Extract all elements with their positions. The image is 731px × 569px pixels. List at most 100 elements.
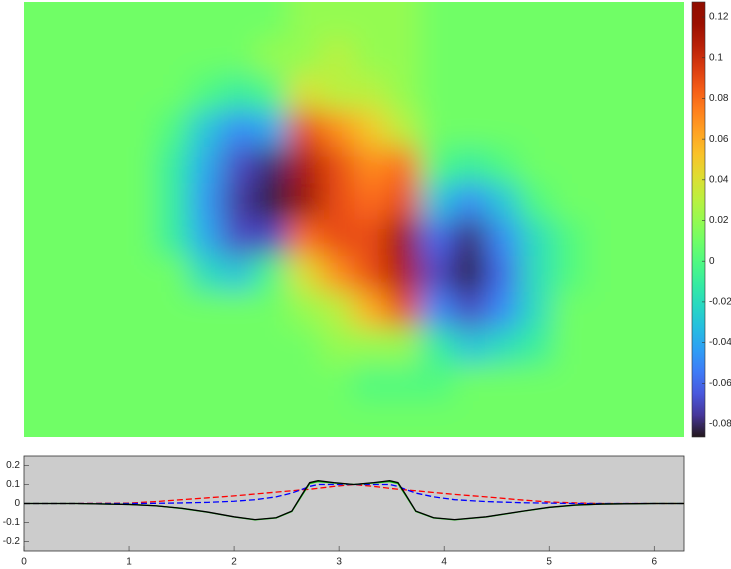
line-series (24, 483, 684, 505)
heatmap-cell (222, 364, 256, 402)
heatmap-cell (222, 255, 256, 293)
heatmap-cell (354, 328, 388, 365)
heatmap-cell (255, 292, 289, 329)
heatmap-cell (453, 2, 487, 39)
heatmap-cell (222, 219, 256, 257)
lines (24, 480, 684, 521)
heatmap-cell (618, 2, 652, 39)
heatmap-cell (585, 364, 619, 402)
heatmap-cell (585, 110, 619, 148)
heatmap-cell (321, 147, 355, 184)
heatmap-cell (123, 292, 157, 329)
colorbar-tick-label: 0.12 (709, 12, 729, 23)
heatmap-cell (585, 219, 619, 257)
heatmap-cell (222, 74, 256, 112)
heatmap-cell (486, 219, 520, 257)
heatmap-cell (222, 400, 256, 437)
heatmap-cell (57, 147, 91, 184)
colorbar-tick-label: 0.04 (709, 174, 729, 185)
heatmap-cell (222, 110, 256, 148)
heatmap-cell (420, 219, 454, 257)
heatmap-cell (519, 219, 553, 257)
heatmap-cell (57, 2, 91, 39)
heatmap-cell (519, 2, 553, 39)
heatmap-cell (123, 364, 157, 402)
heatmap-cell (189, 147, 223, 184)
heatmap-cell (420, 2, 454, 39)
heatmap-cell (57, 183, 91, 220)
heatmap-cell (123, 74, 157, 112)
heatmap-cell (387, 147, 421, 184)
heatmap-cell (354, 219, 388, 257)
heatmap-cell (90, 328, 124, 365)
heatmap-cell (156, 74, 190, 112)
heatmap-cell (123, 328, 157, 365)
heatmap-cell (255, 2, 289, 39)
heatmap-cell (321, 400, 355, 437)
heatmap-cell (651, 74, 684, 112)
heatmap-cell (651, 183, 684, 220)
heatmap-cell (255, 328, 289, 365)
y-tick-label: 0.1 (6, 479, 20, 490)
heatmap-cell (618, 110, 652, 148)
heatmap-cell (585, 400, 619, 437)
heatmap-cell (519, 38, 553, 75)
heatmap-cell (90, 183, 124, 220)
heatmap-cell (453, 219, 487, 257)
heatmap-cell (189, 219, 223, 257)
heatmap-cell (552, 292, 586, 329)
heatmap-cell (354, 255, 388, 293)
heatmap-cell (651, 364, 684, 402)
heatmap-cell (453, 255, 487, 293)
heatmap-cell (585, 255, 619, 293)
heatmap-cell (24, 147, 58, 184)
heatmap-cell (90, 2, 124, 39)
heatmap-cell (189, 110, 223, 148)
heatmap-cell (519, 364, 553, 402)
heatmap-cell (420, 110, 454, 148)
heatmap-cell (585, 38, 619, 75)
heatmap-cell (288, 292, 322, 329)
heatmap-cell (651, 147, 684, 184)
heatmap-cell (651, 255, 684, 293)
heatmap-cell (90, 364, 124, 402)
heatmap-cell (288, 2, 322, 39)
heatmap-cell (387, 255, 421, 293)
heatmap-cell (288, 400, 322, 437)
heatmap-cell (189, 183, 223, 220)
heatmap-cell (585, 147, 619, 184)
heatmap-cell (123, 183, 157, 220)
heatmap-cell (486, 2, 520, 39)
heatmap-cell (354, 38, 388, 75)
heatmap-cell (420, 400, 454, 437)
heatmap-cell (24, 219, 58, 257)
heatmap-cell (288, 110, 322, 148)
heatmap-cell (519, 255, 553, 293)
heatmap-cell (420, 255, 454, 293)
heatmap-cell (387, 2, 421, 39)
heatmap-cell (288, 74, 322, 112)
heatmap-cell (651, 2, 684, 39)
colorbar-tick-label: -0.08 (709, 419, 731, 430)
heatmap-cell (255, 255, 289, 293)
heatmap-cell (255, 400, 289, 437)
heatmap-cell (552, 328, 586, 365)
heatmap-cell (57, 292, 91, 329)
heatmap-cell (618, 183, 652, 220)
heatmap-cell (387, 219, 421, 257)
heatmap-cell (486, 400, 520, 437)
heatmap-cell (288, 255, 322, 293)
heatmap-cell (618, 292, 652, 329)
heatmap-cell (420, 364, 454, 402)
x-tick-label: 5 (546, 557, 552, 568)
colorbar-tick-label: 0.02 (709, 215, 729, 226)
heatmap-cell (420, 328, 454, 365)
heatmap-cell (453, 400, 487, 437)
heatmap-cell (57, 74, 91, 112)
heatmap-cell (486, 147, 520, 184)
heatmap-cell (354, 364, 388, 402)
heatmap-cell (255, 110, 289, 148)
heatmap-cell (453, 292, 487, 329)
heatmap-cell (618, 400, 652, 437)
heatmap-cell (585, 74, 619, 112)
